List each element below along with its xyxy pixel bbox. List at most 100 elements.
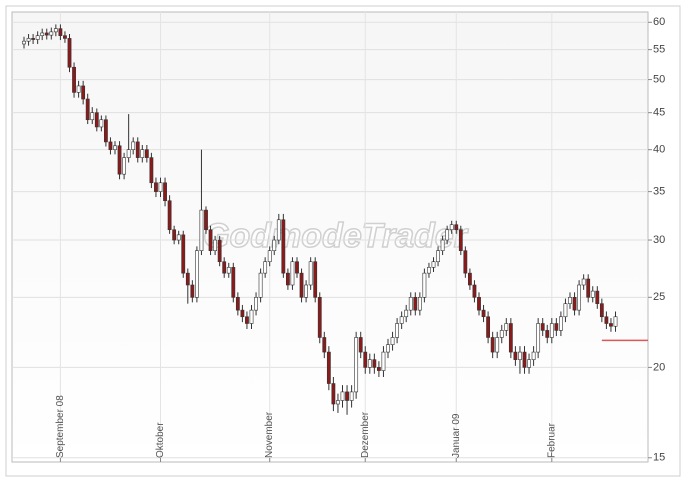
candle-body xyxy=(126,149,131,158)
candle-body xyxy=(26,38,31,42)
candle-body xyxy=(486,316,491,338)
candle-body xyxy=(285,272,290,286)
candle-body xyxy=(481,309,486,318)
x-tick-label: Januar 09 xyxy=(451,413,462,458)
candle-body xyxy=(422,272,427,298)
candle-body xyxy=(67,38,72,68)
candle-body xyxy=(604,316,609,324)
candle-body xyxy=(313,261,318,298)
y-tick-label: 35 xyxy=(653,186,665,198)
candle-body xyxy=(122,157,127,175)
plot-area xyxy=(11,11,649,463)
candle-body xyxy=(308,261,313,286)
candle-body xyxy=(599,303,604,318)
candle-body xyxy=(504,323,509,331)
candle-body xyxy=(349,391,354,401)
candle-body xyxy=(235,297,240,311)
candle-body xyxy=(40,32,45,36)
candle-body xyxy=(531,351,536,360)
candle-body xyxy=(149,157,154,184)
candle-body xyxy=(358,337,363,353)
candle-body xyxy=(245,316,249,324)
candle-body xyxy=(431,261,436,268)
candle-body xyxy=(35,35,40,40)
y-tick-label: 55 xyxy=(653,44,665,56)
candle-body xyxy=(522,351,527,368)
candle-body xyxy=(490,337,495,353)
candle-body xyxy=(586,278,591,298)
candle-body xyxy=(390,337,395,345)
candle-body xyxy=(113,145,117,150)
candle-body xyxy=(31,38,36,40)
x-tick-label: November xyxy=(264,411,275,458)
candle-body xyxy=(199,209,204,251)
candle-body xyxy=(276,219,281,241)
watermark: GodmodeTrader xyxy=(203,217,469,255)
candle-body xyxy=(249,309,254,324)
candle-body xyxy=(231,267,236,298)
candle-body xyxy=(340,391,345,401)
candle-body xyxy=(554,323,559,331)
candle-body xyxy=(386,344,390,353)
candle-body xyxy=(304,284,309,298)
candle-body xyxy=(477,297,481,311)
candle-body xyxy=(458,229,463,251)
candle-body xyxy=(317,297,322,338)
x-tick-label: Oktober xyxy=(155,422,166,458)
candle-body xyxy=(408,297,413,311)
candle-body xyxy=(395,323,400,338)
candle-body xyxy=(63,35,67,39)
y-tick-label: 20 xyxy=(653,361,665,373)
candle-body xyxy=(204,209,208,231)
candle-body xyxy=(99,119,104,128)
candle-body xyxy=(518,351,522,360)
candle-body xyxy=(272,239,277,251)
candle-body xyxy=(94,112,99,128)
candle-body xyxy=(467,272,472,286)
candle-body xyxy=(367,359,372,368)
candle-body xyxy=(354,337,359,393)
candle-body xyxy=(563,303,568,318)
candle-body xyxy=(208,229,213,251)
candle-body xyxy=(413,297,418,311)
candle-body xyxy=(181,234,186,274)
candle-body xyxy=(495,337,500,353)
candle-body xyxy=(176,234,181,241)
x-tick-label: Februar xyxy=(546,422,557,458)
candle-body xyxy=(295,261,299,274)
candle-body xyxy=(558,316,563,331)
candle-body xyxy=(399,316,404,324)
candle-body xyxy=(427,267,431,274)
candle-body xyxy=(472,284,477,298)
y-tick-label: 30 xyxy=(653,234,665,246)
candle-body xyxy=(240,309,245,318)
candle-body xyxy=(404,309,409,318)
candle-body xyxy=(85,98,90,121)
candle-body xyxy=(345,391,349,401)
candle-body xyxy=(263,261,268,274)
candle-body xyxy=(104,119,108,143)
candle-body xyxy=(595,290,600,304)
candle-body xyxy=(90,112,95,121)
candle-body xyxy=(463,250,468,274)
candle-body xyxy=(131,141,136,150)
candle-body xyxy=(436,250,440,263)
candle-body xyxy=(154,182,158,192)
candle-body xyxy=(53,28,58,33)
candle-body xyxy=(376,367,381,371)
y-tick-label: 40 xyxy=(653,144,665,156)
candle-body xyxy=(445,229,450,241)
candle-body xyxy=(213,239,218,251)
candle-body xyxy=(572,297,577,311)
candle-body xyxy=(299,272,304,298)
candle-body xyxy=(72,66,76,93)
candle-body xyxy=(545,330,550,338)
y-tick-label: 50 xyxy=(653,73,665,85)
candle-body xyxy=(372,359,377,368)
candle-body xyxy=(290,261,295,286)
candle-body xyxy=(226,267,231,274)
candle-body xyxy=(167,200,172,231)
candle-body xyxy=(336,400,340,405)
x-tick-label: September 08 xyxy=(55,395,66,458)
